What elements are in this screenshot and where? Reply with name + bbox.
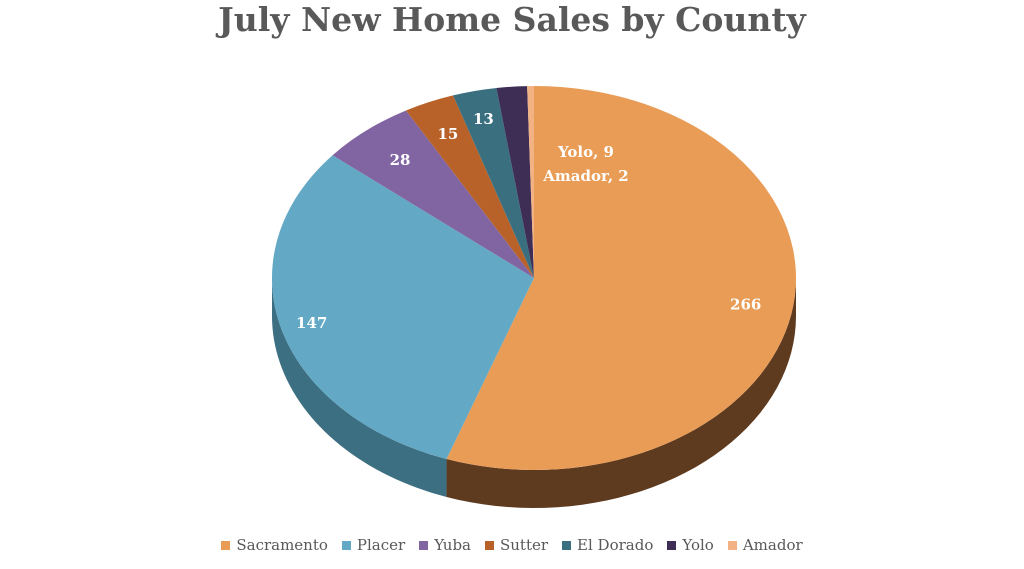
pie-chart: 266 147 28 15 13 Yolo, 9 Amador, 2 <box>271 86 796 508</box>
legend-item-yuba[interactable]: Yuba <box>419 536 471 554</box>
pie-side-sacramento <box>446 278 796 508</box>
legend-swatch <box>485 540 494 550</box>
data-label-placer: 147 <box>296 314 327 332</box>
legend-label: Sutter <box>500 536 549 554</box>
data-labels: 266 147 28 15 13 Yolo, 9 Amador, 2 <box>296 110 761 332</box>
pie-slice-sacramento[interactable] <box>446 86 796 470</box>
legend-swatch <box>341 540 351 550</box>
pie-slice-yolo[interactable] <box>496 86 534 278</box>
legend-item-el-dorado[interactable]: El Dorado <box>562 536 653 554</box>
pie-slice-placer[interactable] <box>271 155 534 459</box>
legend-label: Yolo <box>682 536 714 554</box>
legend-label: Placer <box>356 536 406 554</box>
legend-swatch <box>727 540 737 550</box>
legend-item-sacramento[interactable]: Sacramento <box>221 536 328 554</box>
data-label-sutter: 15 <box>437 125 458 143</box>
legend: Sacramento Placer Yuba Sutter El Dorado Yolo A… <box>0 536 1024 554</box>
pie-slice-amador[interactable] <box>527 86 534 278</box>
pie-slice-sutter[interactable] <box>405 95 534 279</box>
legend-label: Sacramento <box>236 536 328 554</box>
data-label-yuba: 28 <box>390 151 411 169</box>
legend-item-yolo[interactable]: Yolo <box>667 536 714 554</box>
legend-item-amador[interactable]: Amador <box>727 536 803 554</box>
legend-swatch <box>667 540 677 550</box>
legend-label: Amador <box>742 536 803 554</box>
pie-sides <box>272 278 796 508</box>
data-label-yolo: Yolo, 9 <box>557 143 614 161</box>
legend-swatch <box>419 540 429 550</box>
legend-item-sutter[interactable]: Sutter <box>485 536 548 554</box>
legend-swatch <box>221 540 231 550</box>
chart-title: July New Home Sales by County <box>218 0 806 39</box>
legend-label: Yuba <box>434 536 471 554</box>
pie-slices <box>271 86 796 470</box>
pie-side-placer <box>272 278 447 497</box>
legend-label: El Dorado <box>577 536 654 554</box>
pie-slice-el-dorado[interactable] <box>453 87 534 279</box>
legend-item-placer[interactable]: Placer <box>341 536 406 554</box>
data-label-sacramento: 266 <box>730 296 761 314</box>
legend-swatch <box>562 540 572 550</box>
pie-slice-yuba[interactable] <box>332 110 534 278</box>
data-label-el-dorado: 13 <box>473 110 494 128</box>
data-label-amador: Amador, 2 <box>542 167 628 185</box>
